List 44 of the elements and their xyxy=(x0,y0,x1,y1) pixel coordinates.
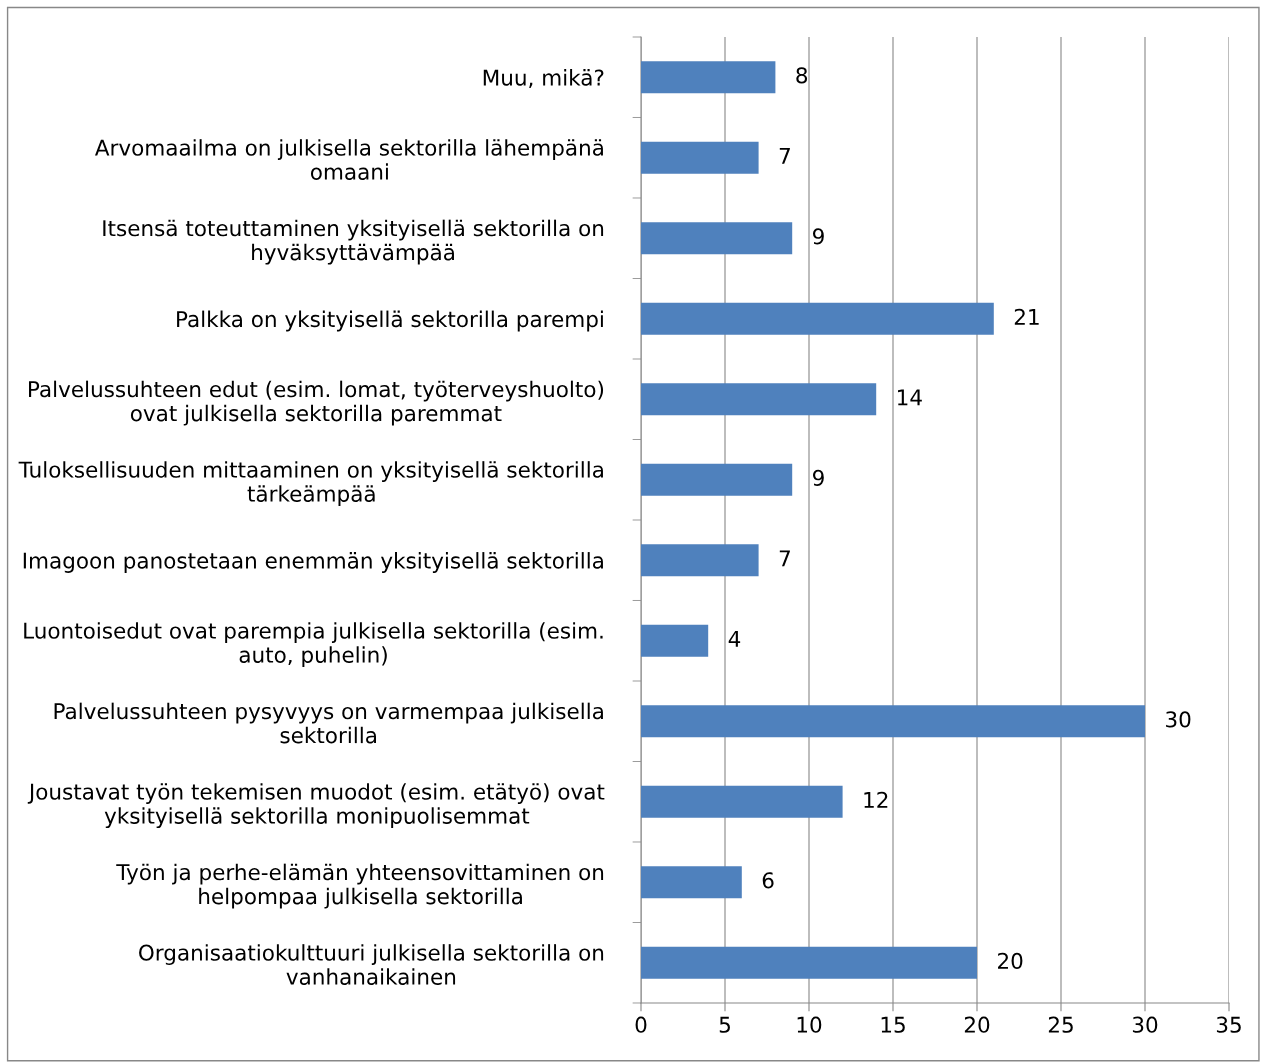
bar xyxy=(641,383,877,416)
x-tick-label: 30 xyxy=(1132,1016,1158,1033)
x-tick-label: 5 xyxy=(719,1016,730,1033)
x-tick-label: 35 xyxy=(1216,1016,1241,1033)
bar xyxy=(641,705,1145,738)
y-tick-label: Arvomaailma on julkisella sektorilla lähempänä omaani xyxy=(94,139,603,180)
y-tick-label: Palvelussuhteen pysyvyys on varmempaa julkisella sektorilla xyxy=(54,702,603,744)
y-tick-label: Joustavat työn tekemisen muodot (esim. etätyö) ovat yksityisellä sektorilla monipuolisemmat xyxy=(27,783,605,829)
bar xyxy=(641,624,709,657)
data-label: 7 xyxy=(779,148,790,164)
y-tick-label: Luontoisedut ovat parempia julkisella sektorilla (esim. auto, puhelin) xyxy=(24,622,603,668)
bar xyxy=(641,141,759,174)
x-tick-label: 10 xyxy=(797,1016,822,1033)
y-tick-label: Organisaatiokulttuuri julkisella sektorilla on vanhanaikainen xyxy=(139,944,604,985)
x-tick-label: 0 xyxy=(635,1016,647,1033)
data-label: 9 xyxy=(813,469,824,486)
bar xyxy=(641,61,776,94)
x-tick-label: 20 xyxy=(964,1016,990,1033)
bar xyxy=(641,544,759,577)
bar xyxy=(641,946,977,979)
bar xyxy=(641,463,793,496)
y-tick-label: Muu, mikä? xyxy=(483,69,604,88)
data-label: 14 xyxy=(898,389,922,406)
data-label: 30 xyxy=(1166,711,1191,728)
data-label: 7 xyxy=(779,550,790,567)
data-label: 21 xyxy=(1014,308,1039,325)
x-tick-label: 15 xyxy=(881,1016,905,1033)
bar xyxy=(641,222,793,255)
bar xyxy=(641,866,742,899)
data-label: 8 xyxy=(796,67,808,84)
x-tick-label: 25 xyxy=(1048,1016,1073,1033)
data-label: 12 xyxy=(864,791,888,808)
data-label: 9 xyxy=(813,228,824,245)
data-label: 6 xyxy=(762,872,774,889)
y-tick-label: Palvelussuhteen edut (esim. lomat, työterveyshuolto) ovat julkisella sektorilla paremmat xyxy=(29,380,604,426)
y-tick-label: Imagoon panostetaan enemmän yksityisellä sektorilla xyxy=(23,552,603,573)
y-tick-label: Työn ja perhe-elämän yhteensovittaminen on helpompaa julkisella sektorilla xyxy=(116,863,604,909)
y-tick-label: Palkka on yksityisellä sektorilla parempi xyxy=(177,310,603,332)
y-tick-label: Itsensä toteuttaminen yksityisellä sektorilla on hyväksyttävämpää xyxy=(103,219,604,265)
bar xyxy=(641,302,994,335)
bar xyxy=(641,785,843,818)
data-label: 20 xyxy=(998,952,1023,969)
y-tick-label: Tuloksellisuuden mittaaminen on yksityisellä sektorilla tärkeämpää xyxy=(18,461,603,507)
data-label: 4 xyxy=(728,631,741,647)
